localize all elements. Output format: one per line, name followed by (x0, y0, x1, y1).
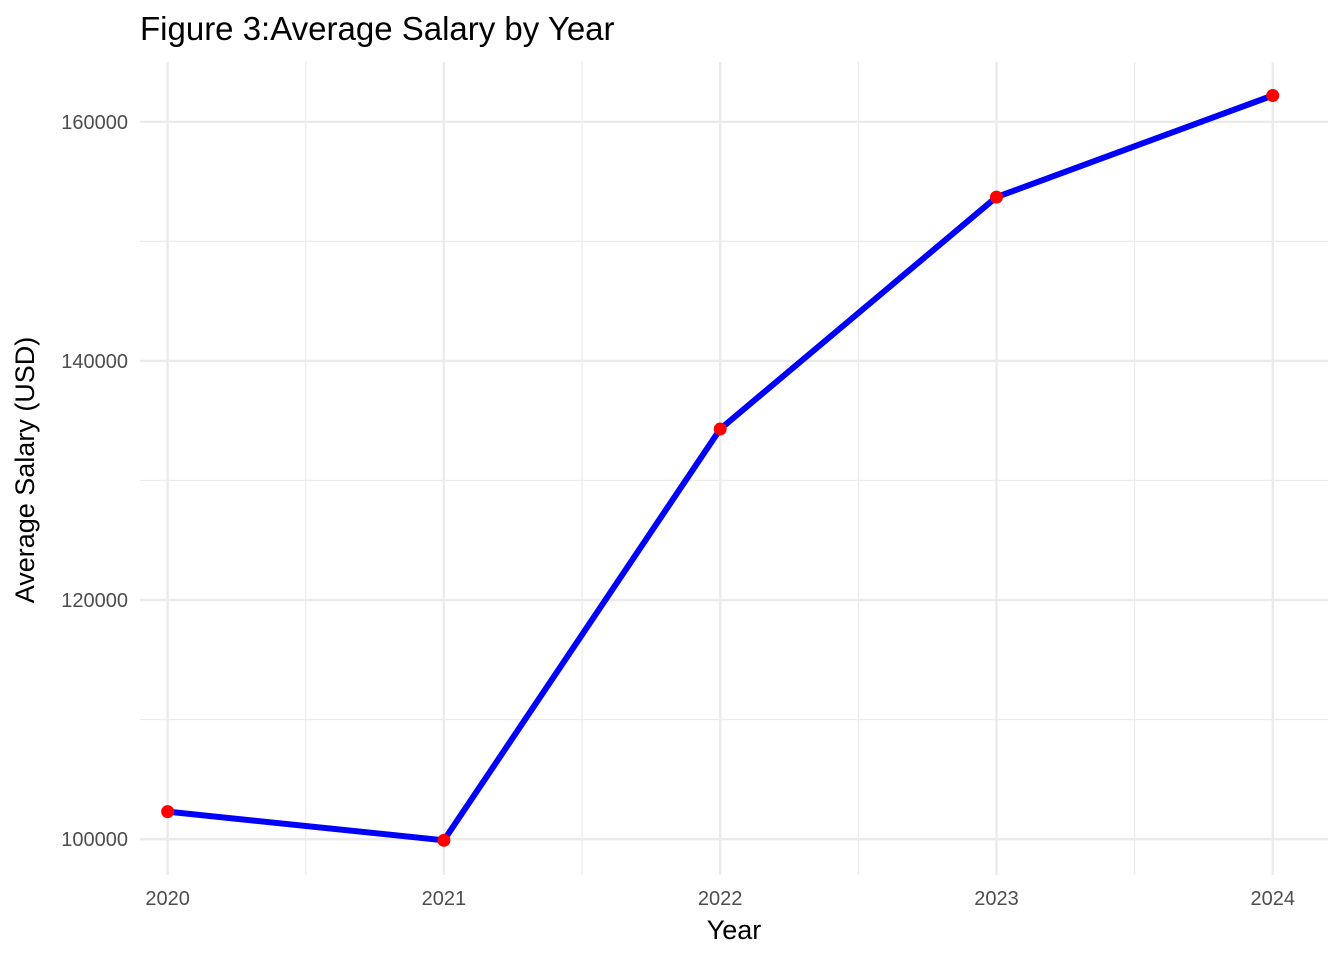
data-point (161, 805, 175, 819)
data-point (437, 833, 451, 847)
x-tick-label: 2023 (974, 888, 1019, 910)
x-tick-label: 2022 (698, 888, 743, 910)
data-point (1266, 88, 1280, 102)
y-tick-label: 140000 (61, 351, 128, 373)
data-point (713, 422, 727, 436)
y-axis-ticks: 100000 120000 140000 160000 (61, 112, 128, 851)
y-tick-label: 100000 (61, 829, 128, 851)
y-tick-label: 120000 (61, 590, 128, 612)
y-axis-title: Average Salary (USD) (10, 337, 40, 604)
chart-title: Figure 3:Average Salary by Year (140, 10, 615, 47)
grid (140, 62, 1328, 875)
x-tick-label: 2020 (145, 888, 190, 910)
x-axis-ticks: 2020 2021 2022 2023 2024 (145, 888, 1295, 910)
series (161, 88, 1280, 847)
x-axis-title: Year (707, 915, 762, 945)
x-tick-label: 2024 (1250, 888, 1295, 910)
data-point (989, 190, 1003, 204)
y-tick-label: 160000 (61, 112, 128, 134)
x-tick-label: 2021 (422, 888, 467, 910)
